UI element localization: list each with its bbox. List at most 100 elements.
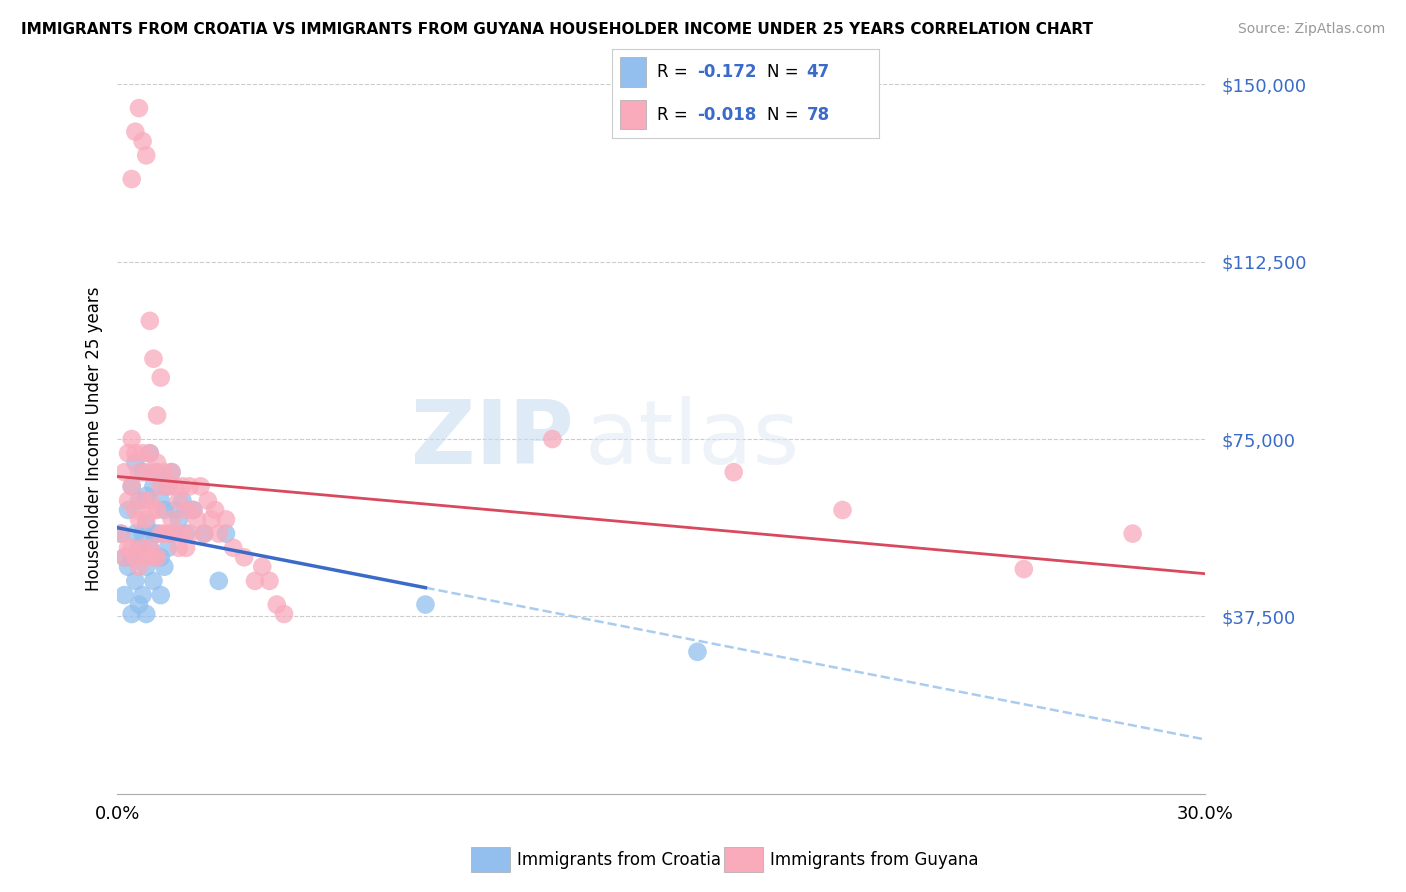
- Point: [117, 446, 139, 460]
- Point: [273, 607, 295, 621]
- Point: [121, 550, 143, 565]
- Point: [117, 541, 139, 555]
- Point: [156, 479, 179, 493]
- Point: [114, 550, 136, 565]
- Point: [153, 526, 176, 541]
- Point: [142, 574, 165, 588]
- Point: [135, 489, 157, 503]
- Point: [124, 446, 146, 460]
- Point: [193, 526, 215, 541]
- Text: IMMIGRANTS FROM CROATIA VS IMMIGRANTS FROM GUYANA HOUSEHOLDER INCOME UNDER 25 YE: IMMIGRANTS FROM CROATIA VS IMMIGRANTS FR…: [21, 22, 1092, 37]
- Point: [135, 607, 157, 621]
- Point: [204, 503, 226, 517]
- Point: [124, 456, 146, 470]
- Point: [146, 465, 169, 479]
- Text: N =: N =: [766, 62, 803, 81]
- Point: [252, 559, 274, 574]
- Bar: [620, 100, 647, 129]
- Point: [1012, 562, 1035, 576]
- Point: [149, 493, 172, 508]
- Point: [121, 479, 143, 493]
- Point: [222, 541, 245, 555]
- Point: [165, 503, 187, 517]
- Point: [131, 446, 153, 460]
- Point: [172, 526, 194, 541]
- Point: [131, 526, 153, 541]
- Point: [160, 512, 183, 526]
- Point: [160, 526, 183, 541]
- Point: [128, 559, 150, 574]
- Point: [135, 559, 157, 574]
- Point: [142, 479, 165, 493]
- Point: [121, 479, 143, 493]
- Point: [243, 574, 266, 588]
- Point: [723, 465, 745, 479]
- Point: [215, 526, 238, 541]
- Point: [153, 559, 176, 574]
- Point: [208, 526, 231, 541]
- Point: [124, 125, 146, 139]
- Point: [128, 541, 150, 555]
- Point: [131, 465, 153, 479]
- Point: [183, 503, 205, 517]
- Point: [146, 456, 169, 470]
- Point: [190, 479, 212, 493]
- Point: [153, 465, 176, 479]
- Point: [135, 148, 157, 162]
- Point: [165, 526, 187, 541]
- Point: [174, 541, 197, 555]
- Point: [167, 541, 190, 555]
- Point: [197, 493, 219, 508]
- Point: [149, 526, 172, 541]
- Text: Source: ZipAtlas.com: Source: ZipAtlas.com: [1237, 22, 1385, 37]
- Point: [142, 351, 165, 366]
- Point: [114, 588, 136, 602]
- Point: [121, 607, 143, 621]
- Point: [208, 574, 231, 588]
- Point: [117, 493, 139, 508]
- Point: [233, 550, 256, 565]
- Text: N =: N =: [766, 105, 803, 124]
- Text: -0.172: -0.172: [697, 62, 756, 81]
- Point: [131, 588, 153, 602]
- Point: [541, 432, 564, 446]
- Point: [121, 541, 143, 555]
- Point: [124, 574, 146, 588]
- Point: [156, 479, 179, 493]
- Point: [200, 512, 222, 526]
- Point: [146, 409, 169, 423]
- Point: [146, 526, 169, 541]
- Point: [128, 101, 150, 115]
- Y-axis label: Householder Income Under 25 years: Householder Income Under 25 years: [86, 287, 103, 591]
- Point: [160, 465, 183, 479]
- Point: [156, 526, 179, 541]
- Point: [179, 479, 201, 493]
- Bar: [620, 57, 647, 87]
- Point: [121, 172, 143, 186]
- Point: [142, 526, 165, 541]
- Point: [128, 465, 150, 479]
- Point: [139, 446, 162, 460]
- Point: [131, 134, 153, 148]
- Point: [114, 465, 136, 479]
- Point: [139, 541, 162, 555]
- Point: [142, 550, 165, 565]
- Point: [135, 465, 157, 479]
- Point: [114, 550, 136, 565]
- Text: atlas: atlas: [585, 395, 800, 483]
- Point: [167, 512, 190, 526]
- Point: [149, 550, 172, 565]
- Point: [165, 479, 187, 493]
- Point: [160, 465, 183, 479]
- Point: [156, 541, 179, 555]
- Point: [266, 598, 288, 612]
- Point: [117, 503, 139, 517]
- Point: [146, 503, 169, 517]
- Point: [142, 465, 165, 479]
- Text: Immigrants from Guyana: Immigrants from Guyana: [770, 851, 979, 869]
- Point: [686, 645, 709, 659]
- Point: [172, 493, 194, 508]
- Point: [139, 541, 162, 555]
- Text: ZIP: ZIP: [412, 395, 574, 483]
- Point: [131, 493, 153, 508]
